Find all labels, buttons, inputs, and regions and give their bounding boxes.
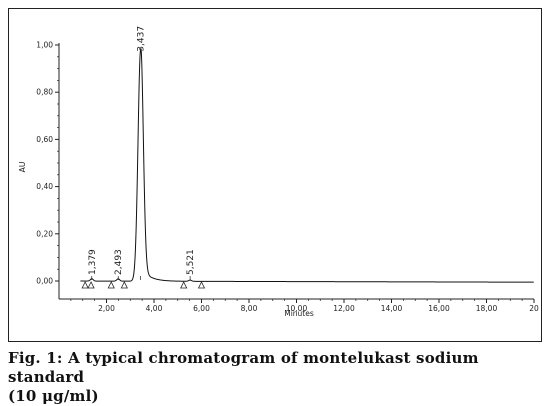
y-ticks: 0,00 0,20 0,40 0,60 0,80 1,00 (36, 41, 59, 286)
integration-marker-icon (197, 281, 206, 289)
caption-line-2: (10 μg/ml) (8, 387, 99, 405)
x-tick-label: 4,00 (146, 304, 163, 313)
y-tick-label: 0,40 (36, 182, 53, 191)
x-tick-label: 8,00 (241, 304, 258, 313)
x-tick-label: 20 (529, 304, 539, 313)
x-tick-label: 10,00 (286, 304, 308, 313)
y-tick-label: 0,00 (36, 277, 53, 286)
x-axis-title: Minutes (284, 309, 314, 318)
y-axis-title: AU (18, 162, 27, 173)
integration-markers (81, 281, 206, 289)
y-tick-label: 0,20 (36, 229, 53, 238)
caption-line-1: Fig. 1: A typical chromatogram of montel… (8, 349, 479, 386)
x-tick-label: 12,00 (333, 304, 355, 313)
integration-marker-icon (120, 281, 128, 289)
figure-caption: Fig. 1: A typical chromatogram of montel… (8, 349, 546, 406)
peak-label: 1,379 (88, 249, 98, 275)
peak-label: 5,521 (186, 249, 196, 275)
peak-label: 3,437 (137, 26, 147, 52)
integration-marker-icon (107, 281, 115, 289)
integration-marker-icon (81, 281, 89, 289)
x-tick-label: 6,00 (193, 304, 210, 313)
y-tick-label: 1,00 (36, 41, 53, 50)
integration-marker-icon (87, 281, 95, 289)
y-tick-label: 0,80 (36, 88, 53, 97)
x-tick-label: 14,00 (381, 304, 403, 313)
peak-label: 2,493 (114, 249, 124, 275)
x-tick-label: 16,00 (428, 304, 450, 313)
x-tick-label: 2,00 (98, 304, 115, 313)
y-tick-label: 0,60 (36, 135, 53, 144)
integration-marker-icon (180, 281, 188, 289)
x-ticks: 2,00 4,00 6,00 8,00 10,00 12,00 14,00 16,00 18,0… (70, 299, 539, 313)
axes (58, 43, 534, 300)
x-tick-label: 18,00 (476, 304, 498, 313)
peak-labels: 1,379 2,493 3,437 5,521 (88, 26, 196, 280)
chromatogram-trace (80, 48, 534, 283)
chromatogram-chart: 0,00 0,20 0,40 0,60 0,80 1,00 2,00 4,00 6,00 8,0… (18, 26, 539, 318)
chart-frame: 0,00 0,20 0,40 0,60 0,80 1,00 2,00 4,00 6,00 8,0… (8, 8, 542, 342)
